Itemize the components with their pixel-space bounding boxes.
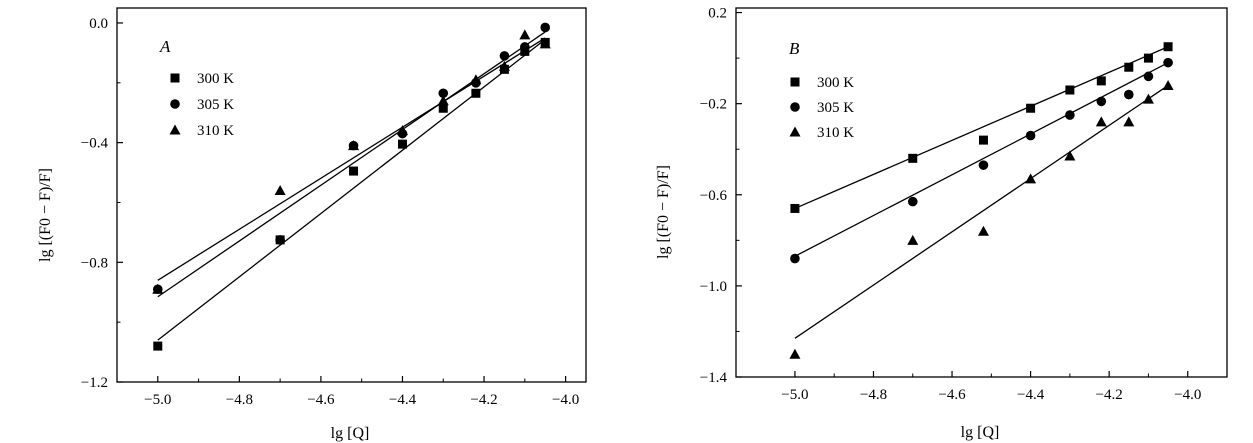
y-tick-label: −0.6 [700,188,728,204]
data-point [908,153,918,163]
x-axis-title: lg [Q] [331,425,370,442]
fit-line [794,46,1169,210]
data-point [1065,110,1075,120]
data-point [540,22,551,33]
fit-line [157,31,546,298]
data-point [1123,116,1135,127]
data-point [437,95,449,106]
data-point [1124,62,1134,72]
legend-label: 305 K [197,97,234,113]
x-axis-title: lg [Q] [961,424,1000,441]
data-point [1163,57,1173,68]
data-point [1143,53,1153,63]
fit-line [157,38,546,341]
data-point [790,253,800,264]
data-point [438,88,449,99]
data-point [348,140,360,151]
y-tick-label: −0.2 [700,97,727,113]
x-tick-label: −4.8 [860,387,887,403]
data-point [1025,173,1037,184]
data-point [1096,96,1107,107]
x-tick-label: −4.8 [226,392,253,408]
legend-label: 300 K [197,71,234,87]
legend-label: 305 K [817,100,854,116]
data-point [396,125,408,136]
plot-frame [735,7,1228,378]
data-point [1142,93,1154,104]
data-point [1096,76,1106,86]
x-tick-label: −4.2 [470,392,497,408]
data-point [438,103,448,113]
y-tick-label: 0.2 [708,6,727,22]
data-point [977,225,989,236]
data-point [1025,130,1036,141]
y-tick-label: 0.0 [89,16,108,32]
data-point [275,235,285,245]
data-point [349,166,359,176]
data-point [1095,116,1107,127]
legend-marker [170,73,180,83]
data-point [153,341,163,351]
y-axis-title: lg [(F0 − F)/F] [37,168,54,262]
plot-frame [116,7,587,383]
x-tick-label: −4.0 [1174,387,1201,403]
legend-marker [789,126,801,137]
legend-label: 300 K [817,75,854,91]
legend-marker [790,77,800,87]
data-point [470,74,482,85]
legend-label: 310 K [817,125,854,141]
data-point [274,185,286,196]
data-point [397,139,407,149]
legend-marker [790,102,800,112]
y-tick-label: −1.0 [700,279,727,295]
y-tick-label: −1.4 [700,370,728,386]
y-axis-title: lg [(F0 − F)/F] [655,165,672,259]
data-point [1162,79,1174,90]
legend-marker [169,124,181,135]
x-tick-label: −4.4 [1017,387,1045,403]
x-tick-label: −4.4 [389,392,417,408]
data-point [907,196,918,207]
legend-label: 310 K [197,123,234,139]
data-point [152,283,164,294]
data-point [1163,42,1173,52]
x-tick-label: −4.2 [1096,387,1123,403]
data-point [519,29,531,40]
data-point [498,60,510,71]
y-tick-label: −0.4 [81,136,109,152]
x-tick-label: −5.0 [781,387,808,403]
data-point [978,160,989,170]
fit-line [794,84,1169,339]
data-point [978,135,988,145]
data-point [1124,89,1134,100]
x-tick-label: −4.0 [552,392,579,408]
data-point [1026,103,1036,113]
panel-label: A [159,37,171,56]
fit-line [157,37,546,281]
data-point [907,234,919,245]
panel-a: −5.0 −4.8 −4.6 −4.4 −4.2 −4.0 0.0 −0.4 −0.8 −1.2 l… [37,7,587,442]
y-tick-label: −1.2 [81,375,108,391]
legend-marker [170,99,180,109]
data-point [790,203,800,213]
data-point [1143,71,1154,82]
x-tick-label: −5.0 [144,392,171,408]
fit-line [794,62,1169,257]
x-tick-label: −4.6 [307,392,335,408]
data-point [471,88,481,98]
x-tick-label: −4.6 [938,387,966,403]
data-point [1065,85,1075,95]
panel-b: −5.0 −4.8 −4.6 −4.4 −4.2 −4.0 0.2 −0.2 −0.6 −1.0 −… [655,6,1228,441]
panel-label: B [789,39,800,58]
data-point [1064,150,1076,161]
data-point [539,38,551,49]
y-tick-label: −0.8 [81,255,108,271]
data-point [789,348,801,359]
data-point [499,51,510,61]
